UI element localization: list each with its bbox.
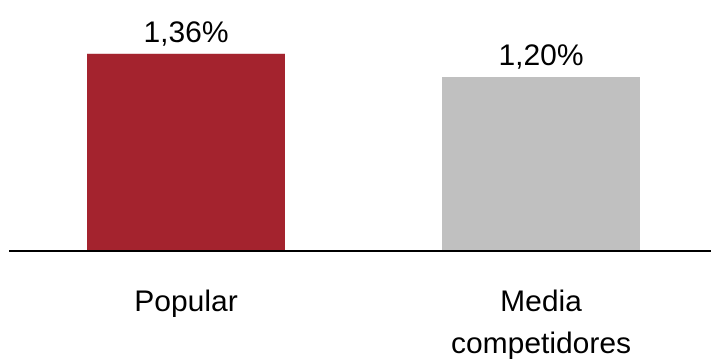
bar [442, 77, 640, 251]
category-label-line: competidores [451, 327, 631, 360]
category-label: Media competidores [451, 285, 631, 360]
bar [87, 53, 285, 251]
data-label: 1,20% [498, 39, 583, 72]
category-label-line: Popular [134, 285, 237, 318]
category-label: Popular [134, 285, 237, 318]
labels-layer: 1,36% Popular 1,20% Media competidores [134, 16, 631, 360]
bars-layer [87, 53, 640, 251]
data-label: 1,36% [143, 16, 228, 49]
category-label-line: Media [500, 285, 582, 318]
